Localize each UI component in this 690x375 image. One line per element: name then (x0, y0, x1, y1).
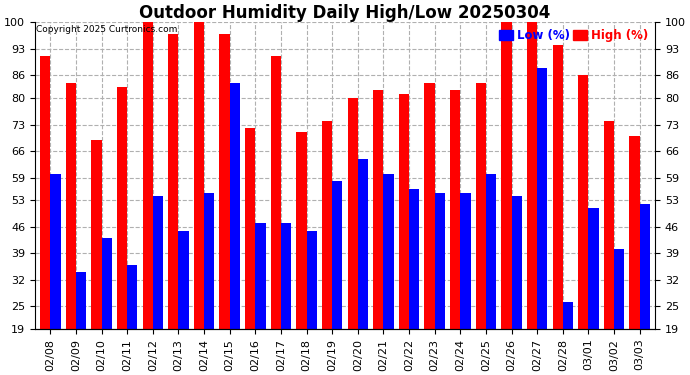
Bar (306, 231, 317, 329)
Bar (332, 182, 342, 329)
Bar (281, 223, 291, 329)
Bar (629, 136, 640, 329)
Bar (152, 196, 163, 329)
Bar (409, 189, 420, 329)
Bar (614, 249, 624, 329)
Bar (270, 56, 281, 329)
Bar (563, 303, 573, 329)
Bar (538, 68, 547, 329)
Bar (101, 238, 112, 329)
Bar (527, 22, 538, 329)
Bar (511, 196, 522, 329)
Bar (40, 56, 50, 329)
Bar (475, 83, 486, 329)
Bar (230, 83, 240, 329)
Bar (553, 45, 563, 329)
Bar (322, 121, 332, 329)
Bar (296, 132, 306, 329)
Bar (589, 208, 599, 329)
Bar (66, 83, 76, 329)
Bar (255, 223, 266, 329)
Title: Outdoor Humidity Daily High/Low 20250304: Outdoor Humidity Daily High/Low 20250304 (139, 4, 551, 22)
Bar (348, 98, 358, 329)
Legend: Low (%), High (%): Low (%), High (%) (497, 28, 649, 44)
Bar (143, 22, 152, 329)
Bar (502, 22, 511, 329)
Bar (91, 140, 101, 329)
Bar (358, 159, 368, 329)
Bar (373, 90, 384, 329)
Bar (179, 231, 188, 329)
Bar (460, 193, 471, 329)
Bar (578, 75, 589, 329)
Bar (424, 83, 435, 329)
Bar (450, 90, 460, 329)
Bar (604, 121, 614, 329)
Bar (486, 174, 496, 329)
Bar (76, 272, 86, 329)
Bar (384, 174, 394, 329)
Bar (640, 204, 650, 329)
Bar (117, 87, 127, 329)
Bar (127, 265, 137, 329)
Bar (168, 34, 179, 329)
Bar (245, 128, 255, 329)
Bar (399, 94, 409, 329)
Bar (219, 34, 230, 329)
Text: Copyright 2025 Curtronics.com: Copyright 2025 Curtronics.com (36, 26, 177, 34)
Bar (204, 193, 215, 329)
Bar (194, 22, 204, 329)
Bar (435, 193, 445, 329)
Bar (50, 174, 61, 329)
